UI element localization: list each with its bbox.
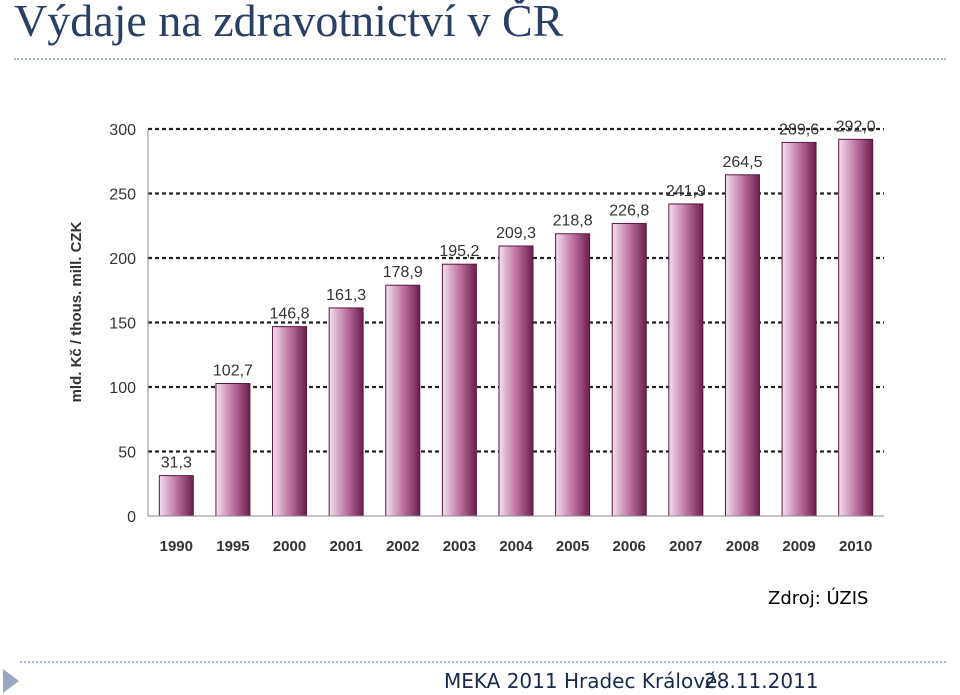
bar-value-label: 161,3: [326, 287, 366, 304]
bar: [158, 475, 194, 517]
bar-value-label: 195,2: [439, 243, 479, 260]
bar-value-label: 209,3: [496, 225, 536, 242]
bar-value-label: 178,9: [383, 264, 423, 281]
x-tick-label: 1990: [160, 538, 193, 555]
y-axis-title: mld. Kč / thous. mill. CZK: [68, 221, 85, 402]
bar: [781, 141, 817, 517]
bar: [555, 233, 591, 517]
y-tick-label: 50: [118, 445, 136, 462]
x-tick-label: 2010: [839, 538, 872, 555]
nav-arrow-icon[interactable]: [3, 669, 19, 693]
x-tick-label: 2007: [669, 538, 702, 555]
bar: [611, 222, 647, 517]
bar-value-label: 31,3: [161, 455, 192, 472]
bar-value-label: 289,6: [779, 121, 819, 138]
bar: [838, 138, 874, 517]
y-tick-label: 100: [109, 380, 136, 397]
bar: [272, 326, 308, 517]
bar: [215, 383, 251, 517]
x-tick-label: 2000: [273, 538, 306, 555]
x-tick-label: 2006: [613, 538, 646, 555]
bar: [328, 307, 364, 517]
y-tick-label: 0: [127, 509, 136, 526]
y-tick-label: 250: [109, 187, 136, 204]
bar-value-label: 102,7: [213, 363, 253, 380]
footer-divider: [20, 661, 946, 663]
x-tick-label: 1995: [216, 538, 249, 555]
footer-date: 28.11.2011: [704, 669, 819, 693]
bar-value-label: 292,0: [836, 118, 876, 135]
y-tick-label: 200: [109, 251, 136, 268]
y-tick-label: 150: [109, 316, 136, 333]
bar: [724, 174, 760, 517]
bar: [668, 203, 704, 517]
x-tick-label: 2008: [726, 538, 759, 555]
title-divider: [14, 58, 946, 60]
x-tick-label: 2004: [499, 538, 533, 555]
bar-chart: 31,3 102,7 146,8 161,3 178,9 195,2 209,3 218,8 2…: [68, 118, 884, 555]
bar: [385, 284, 421, 517]
footer-event: MEKA 2011 Hradec Králové: [444, 669, 718, 693]
x-tick-label: 2005: [556, 538, 589, 555]
x-tick-label: 2009: [782, 538, 815, 555]
source-note: Zdroj: ÚZIS: [768, 588, 869, 609]
slide-title: Výdaje na zdravotnictví v ČR: [14, 0, 564, 46]
y-tick-label: 300: [109, 122, 136, 139]
bar-value-label: 264,5: [722, 154, 762, 171]
bar-value-label: 146,8: [270, 306, 310, 323]
bar-value-label: 218,8: [553, 213, 593, 230]
bar: [498, 245, 534, 517]
bar-value-label: 241,9: [666, 183, 706, 200]
x-tick-label: 2001: [329, 538, 362, 555]
bar: [441, 263, 477, 517]
bar-value-label: 226,8: [609, 202, 649, 219]
x-tick-label: 2002: [386, 538, 419, 555]
x-tick-label: 2003: [443, 538, 476, 555]
